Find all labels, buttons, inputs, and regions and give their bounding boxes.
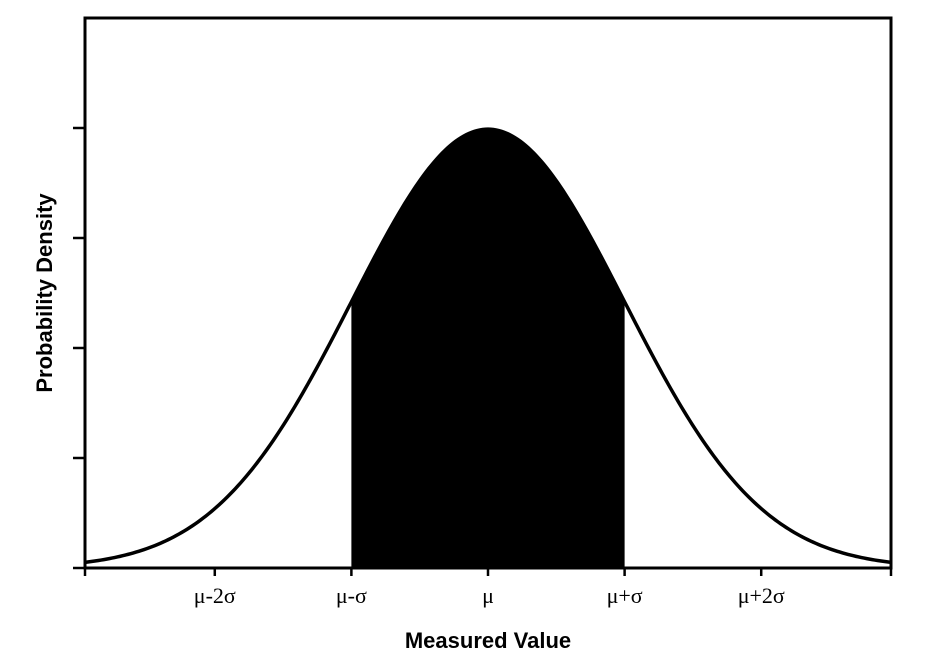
normal-density-curve — [84, 127, 892, 565]
shaded-area-one-sigma — [351, 129, 625, 568]
y-axis-ticks — [73, 126, 85, 570]
x-axis-title: Measured Value — [405, 628, 571, 653]
x-axis-ticks: μ-2σ μ-σ μ μ+σ μ+2σ — [83, 568, 893, 608]
x-tick-label: μ+2σ — [738, 583, 785, 608]
x-tick-label: μ+σ — [607, 583, 643, 608]
x-tick-label: μ — [482, 583, 494, 608]
x-tick-label: μ-σ — [336, 583, 367, 608]
y-axis-title: Probability Density — [32, 193, 57, 393]
x-tick-label: μ-2σ — [194, 583, 236, 608]
